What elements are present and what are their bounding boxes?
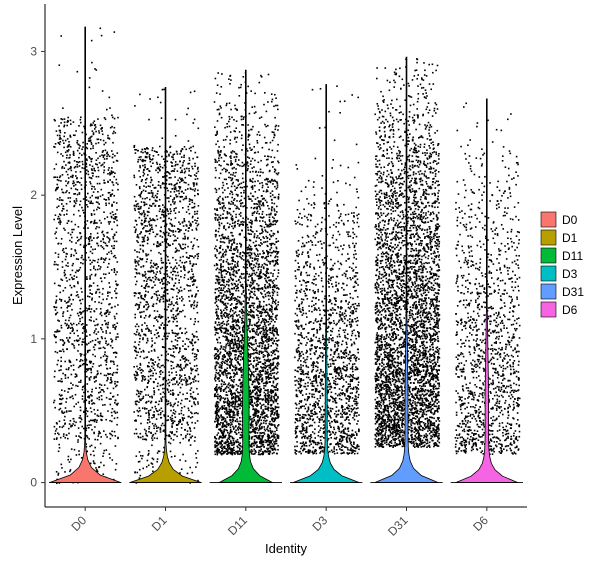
legend-swatch-D3 [541,266,556,281]
legend-label-D11: D11 [562,249,583,263]
legend-label-D6: D6 [562,303,578,317]
y-tick-label: 1 [30,332,37,346]
y-tick-label: 2 [30,188,37,202]
legend: D0 D1 D11 D3 D31 D6 [541,212,584,317]
x-tick-label-D31: D31 [385,513,411,539]
y-tick-label: 0 [30,476,37,490]
legend-swatch-D0 [541,212,556,227]
x-tick-label-D11: D11 [225,513,250,538]
legend-swatch-D1 [541,230,556,245]
x-tick-label-D3: D3 [310,513,331,534]
x-tick-label-D0: D0 [69,513,90,534]
y-tick-label: 3 [30,44,37,58]
x-tick-label-D1: D1 [149,513,170,534]
legend-label-D3: D3 [562,267,578,281]
legend-label-D0: D0 [562,213,578,227]
legend-label-D1: D1 [562,231,578,245]
axes: 0 1 2 3 D0 D1 D11 D3 D31 D6 [30,4,527,539]
violin-D0 [49,27,121,483]
legend-swatch-D6 [541,302,556,317]
x-axis-title: Identity [265,541,307,556]
violin-D6 [456,99,518,483]
legend-swatch-D31 [541,284,556,299]
x-tick-label-D6: D6 [470,513,491,534]
legend-swatch-D11 [541,248,556,263]
legend-label-D31: D31 [562,285,584,299]
y-axis-title: Expression Level [10,206,25,305]
points-D1 [133,89,199,484]
jitter-points [53,28,521,485]
violins [49,27,523,483]
